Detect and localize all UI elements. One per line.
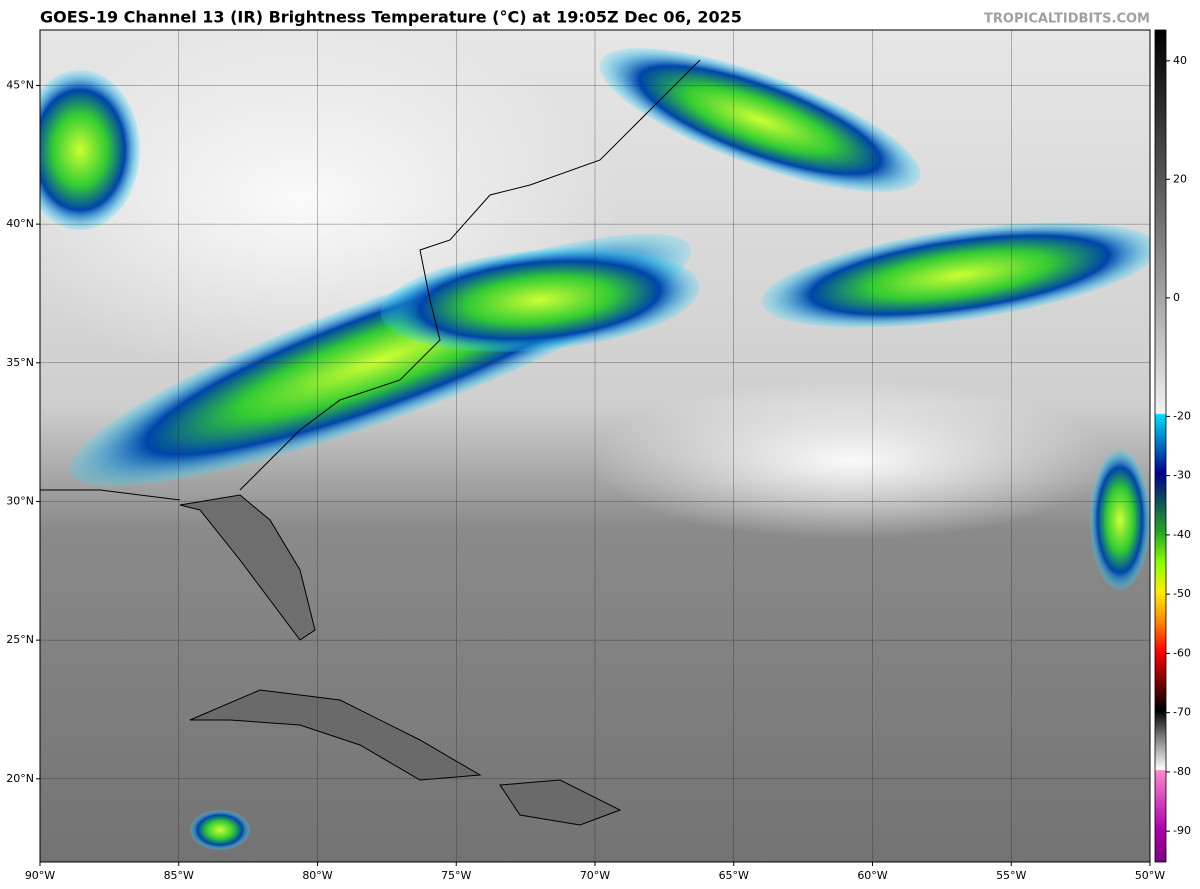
lat-label: 40°N	[6, 217, 34, 230]
colorbar-label: -40	[1173, 528, 1191, 541]
lon-label: 55°W	[996, 869, 1026, 882]
lon-label: 50°W	[1135, 869, 1165, 882]
watermark: TROPICALTIDBITS.COM	[984, 12, 1150, 27]
lon-label: 70°W	[580, 869, 610, 882]
lon-label: 65°W	[719, 869, 749, 882]
cloud-band	[1090, 450, 1150, 590]
lon-label: 90°W	[25, 869, 55, 882]
lat-label: 25°N	[6, 633, 34, 646]
colorbar-label: -50	[1173, 587, 1191, 600]
colorbar-label: 0	[1173, 291, 1180, 304]
colorbar-ticks: 40 20 0 -20 -30 -40 -50 -60 -70 -80 -90	[1166, 54, 1191, 837]
hispaniola	[499, 779, 622, 826]
lon-label: 85°W	[164, 869, 194, 882]
cloud	[590, 380, 1110, 540]
colorbar-label: -20	[1173, 409, 1191, 422]
colorbar	[1154, 29, 1167, 863]
colorbar-label: 40	[1173, 54, 1187, 67]
title: GOES-19 Channel 13 (IR) Brightness Tempe…	[40, 8, 742, 27]
lat-label: 20°N	[6, 772, 34, 785]
lon-label: 60°W	[857, 869, 887, 882]
lon-label: 80°W	[302, 869, 332, 882]
map-frame	[39, 29, 1151, 863]
colorbar-label: 20	[1173, 172, 1187, 185]
florida	[179, 494, 316, 641]
colorbar-label: -30	[1173, 469, 1191, 482]
colorbar-label: -90	[1173, 824, 1191, 837]
lon-label: 75°W	[441, 869, 471, 882]
colorbar-label: -60	[1173, 646, 1191, 659]
cloud-band	[761, 222, 1150, 328]
lat-label: 35°N	[6, 356, 34, 369]
cloud-band	[40, 70, 140, 230]
coastline	[40, 59, 701, 501]
cloud-band	[190, 810, 250, 850]
lat-label: 45°N	[6, 78, 34, 91]
cloud-band	[599, 48, 921, 192]
colorbar-label: -80	[1173, 765, 1191, 778]
lat-label: 30°N	[6, 494, 34, 507]
colorbar-label: -70	[1173, 706, 1191, 719]
cuba	[189, 689, 482, 781]
cloud-band	[380, 248, 700, 352]
satellite-image	[40, 30, 1150, 862]
